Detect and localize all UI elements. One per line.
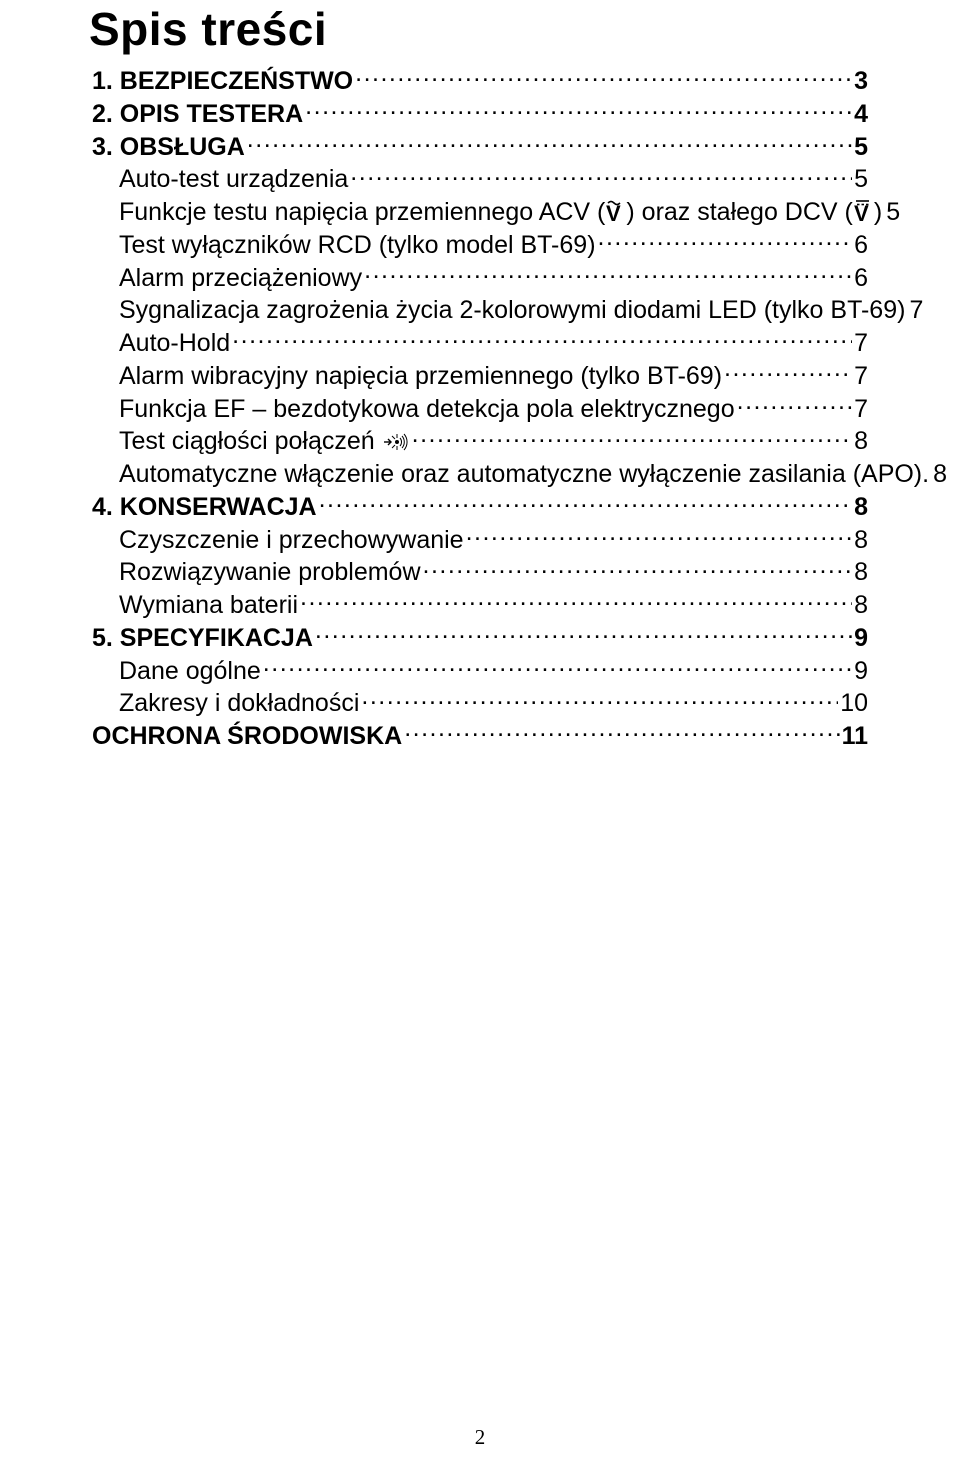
toc-leader-dots: [315, 621, 852, 646]
toc-leader-dots: [247, 130, 852, 155]
toc-entry-page: 6: [854, 264, 868, 294]
sound-icon: [383, 430, 409, 460]
toc-entry-label: Test ciągłości połączeń: [119, 427, 410, 457]
toc-row: OCHRONA ŚRODOWISKA 11: [92, 719, 868, 752]
toc-leader-dots: [305, 97, 852, 122]
toc-entry-page: 9: [854, 657, 868, 687]
toc-entry-label: Zakresy i dokładności: [119, 689, 359, 719]
toc-row: Alarm przeciążeniowy 6: [92, 261, 868, 294]
toc-title: Spis treści: [89, 0, 868, 56]
toc-row: 4. KONSERWACJA 8: [92, 490, 868, 523]
toc-leader-dots: [598, 228, 853, 253]
toc-entry-page: 7: [909, 296, 923, 326]
toc-entry-label: 2. OPIS TESTERA: [92, 100, 303, 130]
toc-leader-dots: [355, 64, 852, 89]
toc-entry-label: Automatyczne włączenie oraz automatyczne…: [119, 460, 929, 490]
v-tilde-icon: V: [606, 199, 625, 231]
toc-leader-dots: [724, 359, 852, 384]
toc-entry-page: 10: [840, 689, 868, 719]
table-of-contents: 1. BEZPIECZEŃSTWO32. OPIS TESTERA43. OBS…: [92, 64, 868, 752]
toc-entry-label: Alarm wibracyjny napięcia przemiennego (…: [119, 362, 722, 392]
svg-text:V: V: [606, 201, 621, 223]
toc-leader-dots: [350, 162, 852, 187]
toc-leader-dots: [404, 719, 839, 744]
toc-entry-label: Test wyłączników RCD (tylko model BT-69): [119, 231, 596, 261]
toc-entry-label: Czyszczenie i przechowywanie: [119, 526, 464, 556]
toc-entry-label: 4. KONSERWACJA: [92, 493, 317, 523]
toc-entry-label: Wymiana baterii: [119, 591, 298, 621]
toc-entry-page: 11: [842, 722, 868, 752]
toc-row: Funkcja EF – bezdotykowa detekcja pola e…: [92, 392, 868, 425]
toc-entry-page: 9: [854, 624, 868, 654]
toc-row: Auto-test urządzenia 5: [92, 162, 868, 195]
toc-entry-page: 8: [933, 460, 947, 490]
toc-entry-label: 5. SPECYFIKACJA: [92, 624, 313, 654]
toc-entry-label: Funkcje testu napięcia przemiennego ACV …: [119, 196, 882, 228]
toc-entry-page: 5: [854, 165, 868, 195]
toc-row: Auto-Hold 7: [92, 326, 868, 359]
toc-entry-page: 5: [886, 198, 900, 228]
toc-entry-page: 3: [854, 67, 868, 97]
toc-leader-dots: [466, 523, 853, 548]
toc-row: 2. OPIS TESTERA 4: [92, 97, 868, 130]
toc-leader-dots: [737, 392, 852, 417]
toc-leader-dots: [412, 424, 852, 449]
toc-leader-dots: [232, 326, 852, 351]
toc-entry-page: 8: [854, 526, 868, 556]
toc-row: Czyszczenie i przechowywanie 8: [92, 523, 868, 556]
toc-row: 3. OBSŁUGA 5: [92, 130, 868, 163]
toc-leader-dots: [361, 686, 838, 711]
toc-entry-page: 8: [854, 558, 868, 588]
toc-entry-label: 1. BEZPIECZEŃSTWO: [92, 67, 353, 97]
toc-row: Funkcje testu napięcia przemiennego ACV …: [92, 195, 868, 228]
svg-text:V: V: [854, 201, 869, 223]
page-number: 2: [0, 1425, 960, 1450]
toc-entry-label: Dane ogólne: [119, 657, 261, 687]
toc-entry-page: 8: [854, 591, 868, 621]
toc-entry-label: Auto-test urządzenia: [119, 165, 348, 195]
toc-row: Automatyczne włączenie oraz automatyczne…: [92, 457, 868, 490]
document-page: Spis treści 1. BEZPIECZEŃSTWO32. OPIS TE…: [0, 0, 960, 1478]
toc-entry-label: Auto-Hold: [119, 329, 230, 359]
toc-entry-label: Funkcja EF – bezdotykowa detekcja pola e…: [119, 395, 735, 425]
toc-leader-dots: [263, 654, 852, 679]
toc-entry-page: 5: [854, 133, 868, 163]
toc-row: 5. SPECYFIKACJA 9: [92, 621, 868, 654]
toc-leader-dots: [364, 261, 852, 286]
toc-row: Alarm wibracyjny napięcia przemiennego (…: [92, 359, 868, 392]
toc-row: Wymiana baterii 8: [92, 588, 868, 621]
toc-row: Rozwiązywanie problemów 8: [92, 555, 868, 588]
toc-entry-label: Rozwiązywanie problemów: [119, 558, 421, 588]
toc-leader-dots: [319, 490, 853, 515]
toc-row: Zakresy i dokładności 10: [92, 686, 868, 719]
toc-entry-label: Alarm przeciążeniowy: [119, 264, 362, 294]
toc-row: Dane ogólne 9: [92, 654, 868, 687]
toc-entry-page: 7: [854, 395, 868, 425]
toc-entry-page: 8: [854, 427, 868, 457]
toc-entry-page: 8: [854, 493, 868, 523]
toc-leader-dots: [423, 555, 853, 580]
toc-entry-page: 4: [854, 100, 868, 130]
toc-row: Test wyłączników RCD (tylko model BT-69)…: [92, 228, 868, 261]
toc-row: Test ciągłości połączeń 8: [92, 424, 868, 457]
toc-entry-page: 7: [854, 329, 868, 359]
toc-entry-page: 6: [854, 231, 868, 261]
toc-leader-dots: [300, 588, 852, 613]
toc-entry-label: 3. OBSŁUGA: [92, 133, 245, 163]
toc-entry-page: 7: [854, 362, 868, 392]
toc-entry-label: Sygnalizacja zagrożenia życia 2-kolorowy…: [119, 296, 905, 326]
toc-row: 1. BEZPIECZEŃSTWO 3: [92, 64, 868, 97]
toc-row: Sygnalizacja zagrożenia życia 2-kolorowy…: [92, 293, 868, 326]
v-doublebar-icon: V: [854, 199, 873, 231]
toc-entry-label: OCHRONA ŚRODOWISKA: [92, 722, 402, 752]
